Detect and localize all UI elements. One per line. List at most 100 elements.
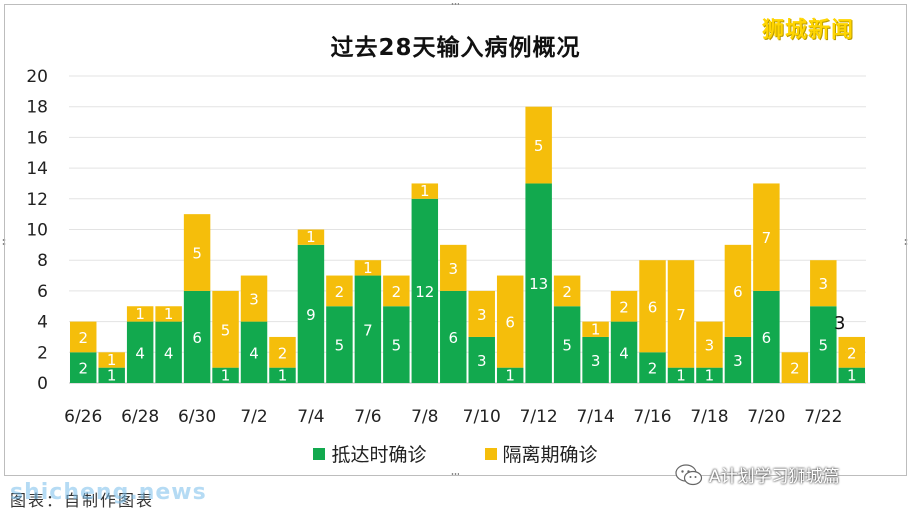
data-label: 2 [790,360,800,378]
legend-swatch-quarantine [484,447,497,460]
wechat-account-badge: A计划学习狮城篇 [675,462,840,487]
data-label: 2 [619,298,629,316]
data-label: 5 [192,245,202,263]
y-tick-label: 0 [37,374,48,394]
x-tick-label: 7/18 [690,407,728,427]
data-label: 6 [505,314,515,332]
x-tick-label: 7/20 [747,407,785,427]
bar-arrival [468,336,495,383]
legend-swatch-arrival [313,447,326,460]
legend: 抵达时确诊 隔离期确诊 [0,440,911,467]
x-tick-label: 6/28 [121,407,159,427]
data-label: 1 [135,305,145,323]
bar-quarantine [696,321,723,368]
wechat-account-name: A计划学习狮城篇 [709,467,840,487]
data-label: 6 [448,329,458,347]
y-axis-ticks: 0 2 4 6 8 10 12 14 16 18 20 [26,67,48,394]
bottom-resize-handle[interactable] [451,472,459,476]
bar-arrival [155,321,182,383]
bar-arrival [610,321,638,383]
x-tick-label: 6/26 [64,407,102,427]
data-label: 3 [477,306,487,324]
data-label: 3 [477,352,487,370]
data-label: 1 [420,182,430,200]
data-label: 5 [819,337,829,355]
bar-quarantine [753,183,780,291]
bar-arrival [183,290,211,383]
bar-arrival [724,336,752,383]
bar-arrival [496,367,524,383]
bar-quarantine [553,275,581,307]
bar-quarantine [582,321,609,337]
bar-quarantine [155,306,182,322]
data-label: 4 [619,344,629,362]
data-label: 9 [306,306,316,324]
left-resize-handle[interactable] [2,238,6,246]
y-tick-label: 8 [37,251,48,271]
data-label: 1 [107,351,117,369]
data-label: 5 [534,137,544,155]
x-tick-label: 7/6 [354,407,381,427]
data-label: 4 [249,344,259,362]
data-label: 1 [705,366,715,384]
bar-arrival [696,367,723,383]
bar-arrival [326,306,353,383]
bar-quarantine [667,260,695,368]
data-label: 5 [392,337,402,355]
data-label: 1 [505,366,515,384]
y-tick-label: 12 [26,190,48,210]
y-tick-label: 10 [26,221,48,241]
bar-quarantine [496,275,524,368]
data-label: 4 [135,344,145,362]
legend-item-arrival: 抵达时确诊 [313,440,427,467]
data-label: 12 [415,283,434,301]
data-label: 2 [847,344,857,362]
chart-title: 过去28天输入病例概况 [330,35,581,61]
bar-quarantine [440,244,467,291]
x-axis-ticks: 6/26 6/28 6/30 7/2 7/4 7/6 7/8 7/10 7/12 7/14 7/16… [64,407,842,427]
x-tick-label: 7/2 [240,407,267,427]
bar-arrival [667,367,695,383]
bar-arrival [297,244,325,383]
legend-item-quarantine: 隔离期确诊 [484,440,598,467]
data-label: 3 [705,337,715,355]
data-label: 2 [78,360,88,378]
x-tick-label: 7/14 [576,407,614,427]
bar-quarantine [724,244,752,337]
bar-quarantine [411,183,439,199]
data-label: 5 [562,337,572,355]
right-resize-handle[interactable] [904,238,908,246]
data-label: 1 [164,305,174,323]
bar-arrival [126,321,154,383]
bar-quarantine [354,260,382,276]
data-label: 6 [648,298,658,316]
bar-arrival [98,367,125,383]
bar-quarantine [525,106,552,184]
data-label: 1 [676,366,686,384]
top-resize-handle[interactable] [451,2,459,6]
bar-arrival [553,306,581,383]
data-label: 2 [562,283,572,301]
data-label: 7 [676,306,686,324]
bar-arrival [212,367,239,383]
bar-arrival [810,306,837,383]
x-tick-label: 7/4 [297,407,324,427]
y-tick-label: 14 [26,159,48,179]
x-tick-label: 7/10 [463,407,501,427]
data-label: 13 [529,275,548,293]
bar-quarantine [269,336,296,368]
bar-quarantine [781,352,809,383]
bar-quarantine [240,275,268,322]
bar-arrival [639,352,666,383]
bar-quarantine [98,352,125,368]
data-label: 2 [78,329,88,347]
bar-arrival [240,321,268,383]
bar-arrival [838,367,866,383]
y-tick-label: 4 [37,313,48,333]
data-label: 3 [591,352,601,370]
x-tick-label: 7/16 [633,407,671,427]
bar-quarantine [838,336,866,368]
x-tick-label: 6/30 [178,407,216,427]
y-tick-label: 16 [26,128,48,148]
